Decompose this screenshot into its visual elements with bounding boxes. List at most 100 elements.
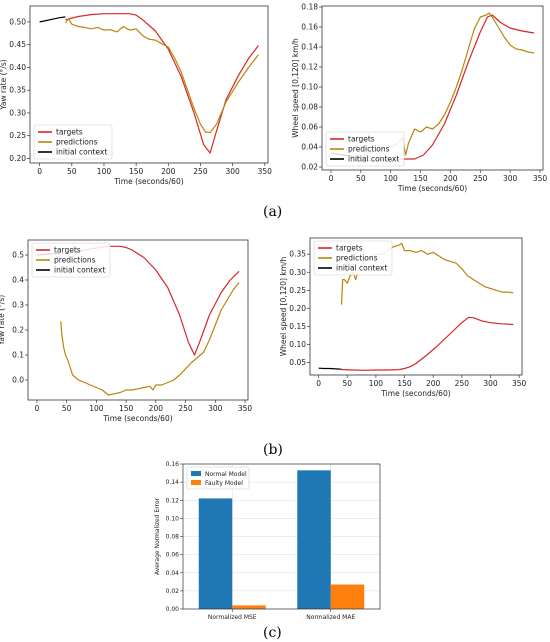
x-tick-label: 300 bbox=[483, 379, 498, 388]
y-tick-label: 0.3 bbox=[12, 301, 24, 310]
y-tick-label: 0.06 bbox=[301, 123, 318, 132]
bar-Normal-Model-0 bbox=[198, 498, 233, 609]
legend-box bbox=[325, 131, 405, 167]
y-tick-label: 0.0 bbox=[12, 376, 24, 385]
y-axis-label: Wheel speed [0,120] km/h bbox=[291, 38, 300, 138]
x-tick-label: 100 bbox=[89, 404, 104, 413]
x-tick-label: 300 bbox=[503, 174, 518, 183]
legend-swatch bbox=[191, 471, 201, 476]
y-tick-label: 0.08 bbox=[301, 103, 318, 112]
y-tick-label: 0.10 bbox=[166, 515, 180, 522]
y-tick-label: 0.02 bbox=[166, 588, 180, 595]
legend-box bbox=[31, 242, 111, 278]
legend-label: predictions bbox=[336, 254, 378, 263]
x-tick-label: 200 bbox=[443, 174, 458, 183]
y-tick-label: 0.30 bbox=[289, 268, 306, 277]
x-tick-label: 150 bbox=[413, 174, 428, 183]
y-tick-label: 0.00 bbox=[166, 606, 180, 613]
legend-label: Normal Model bbox=[205, 471, 247, 478]
legend-label: targets bbox=[56, 128, 83, 137]
x-tick-label: 300 bbox=[208, 404, 223, 413]
chart-b-yaw-rate: 0 50 100 150 200 250 300 350 0.0 0.1 0.2 0.3 0.4 0.5 T… bbox=[0, 239, 253, 423]
x-tick-label: 250 bbox=[473, 174, 488, 183]
y-tick-label: 0.12 bbox=[301, 63, 318, 72]
y-tick-label: 0.18 bbox=[301, 3, 318, 12]
x-tick-label: 50 bbox=[356, 174, 366, 183]
x-tick-label: 0 bbox=[35, 404, 40, 413]
legend-swatch bbox=[191, 480, 201, 485]
x-tick-label: 0 bbox=[316, 379, 321, 388]
x-tick-label: 200 bbox=[149, 404, 164, 413]
x-axis-label: Time (seconds/60) bbox=[397, 184, 467, 193]
y-tick-label: 0.16 bbox=[301, 23, 318, 32]
y-tick-label: 0.25 bbox=[289, 286, 306, 295]
y-tick-label: 0.2 bbox=[12, 326, 24, 335]
x-tick-label: 350 bbox=[533, 174, 548, 183]
legend-label: targets bbox=[336, 244, 363, 253]
x-tick-label: 100 bbox=[369, 379, 384, 388]
legend-label: initial context bbox=[54, 266, 105, 275]
y-tick-label: 0.04 bbox=[301, 143, 318, 152]
legend-label: Faulty Model bbox=[205, 480, 243, 487]
y-tick-label: 0.16 bbox=[166, 461, 180, 468]
y-tick-label: 0.15 bbox=[289, 322, 306, 331]
x-tick-label: 50 bbox=[67, 167, 77, 176]
series-line-predictions bbox=[340, 242, 514, 305]
y-axis-label: Yaw rate (°/s) bbox=[0, 59, 8, 110]
x-tick-label: 250 bbox=[178, 404, 193, 413]
legend-label: initial context bbox=[348, 155, 399, 164]
x-tick-label: 250 bbox=[455, 379, 470, 388]
x-tick-label: 100 bbox=[384, 174, 399, 183]
plot-frame bbox=[27, 239, 249, 401]
bar-Faulty-Model-0 bbox=[232, 605, 266, 609]
legend-label: targets bbox=[348, 135, 375, 144]
y-tick-label: 0.02 bbox=[301, 163, 318, 172]
legend-label: predictions bbox=[348, 145, 390, 154]
x-axis-label: Time (seconds/60) bbox=[102, 414, 172, 423]
y-tick-label: 0.35 bbox=[289, 250, 306, 259]
y-tick-label: 0.10 bbox=[301, 83, 318, 92]
plot-frame bbox=[182, 463, 381, 610]
x-tick-label: 350 bbox=[238, 404, 253, 413]
x-tick-label: 350 bbox=[258, 167, 273, 176]
panel-label-b: (b) bbox=[263, 442, 283, 458]
y-tick-label: 0.35 bbox=[9, 86, 26, 95]
legend-box bbox=[313, 240, 393, 276]
y-tick-label: 0.14 bbox=[166, 479, 180, 486]
y-tick-label: 0.25 bbox=[9, 131, 26, 140]
panel-label-a: (a) bbox=[263, 204, 283, 220]
legend-box bbox=[33, 124, 113, 160]
bar-Normal-Model-1 bbox=[297, 470, 331, 609]
plot-frame bbox=[309, 237, 523, 376]
x-tick-label: 350 bbox=[512, 379, 527, 388]
x-tick-label: 50 bbox=[342, 379, 352, 388]
plot-frame bbox=[321, 5, 544, 171]
x-tick-label: 200 bbox=[161, 167, 176, 176]
x-axis-label: Time (seconds/60) bbox=[380, 389, 450, 398]
y-axis-label: Wheel speed [0,120] km/h bbox=[279, 256, 288, 356]
plot-frame bbox=[29, 5, 269, 164]
y-tick-label: 0.5 bbox=[12, 251, 24, 260]
chart-a-yaw-rate: 0 50 100 150 200 250 300 350 0.20 0.25 0.30 0.35 0.4… bbox=[0, 5, 273, 186]
chart-c-error-bars: 0.00 0.02 0.04 0.06 0.08 0.10 0.12 0.14 0.16 Norm… bbox=[154, 461, 381, 621]
x-tick-label: 0 bbox=[329, 174, 334, 183]
y-axis-label: Yaw rate (°/s) bbox=[0, 295, 6, 346]
legend-box bbox=[186, 466, 250, 490]
x-tick-label: 150 bbox=[119, 404, 134, 413]
x-tick-label: 150 bbox=[129, 167, 144, 176]
series-line-initial-context bbox=[318, 367, 342, 370]
y-tick-label: 0.04 bbox=[166, 570, 180, 577]
panel-label-c: (c) bbox=[263, 625, 282, 641]
y-tick-label: 0.20 bbox=[289, 304, 306, 313]
y-tick-label: 0.4 bbox=[12, 276, 24, 285]
legend-label: targets bbox=[54, 246, 81, 255]
bar-Faulty-Model-1 bbox=[330, 584, 365, 609]
x-tick-label: 50 bbox=[62, 404, 72, 413]
y-tick-label: 0.06 bbox=[166, 552, 180, 559]
series-line-predictions bbox=[64, 18, 259, 134]
x-tick-label: Normalized MSE bbox=[208, 614, 257, 621]
series-line-predictions bbox=[60, 282, 240, 396]
x-tick-label: Normalized MAE bbox=[306, 614, 355, 621]
y-tick-label: 0.20 bbox=[9, 154, 26, 163]
x-tick-label: 300 bbox=[225, 167, 240, 176]
